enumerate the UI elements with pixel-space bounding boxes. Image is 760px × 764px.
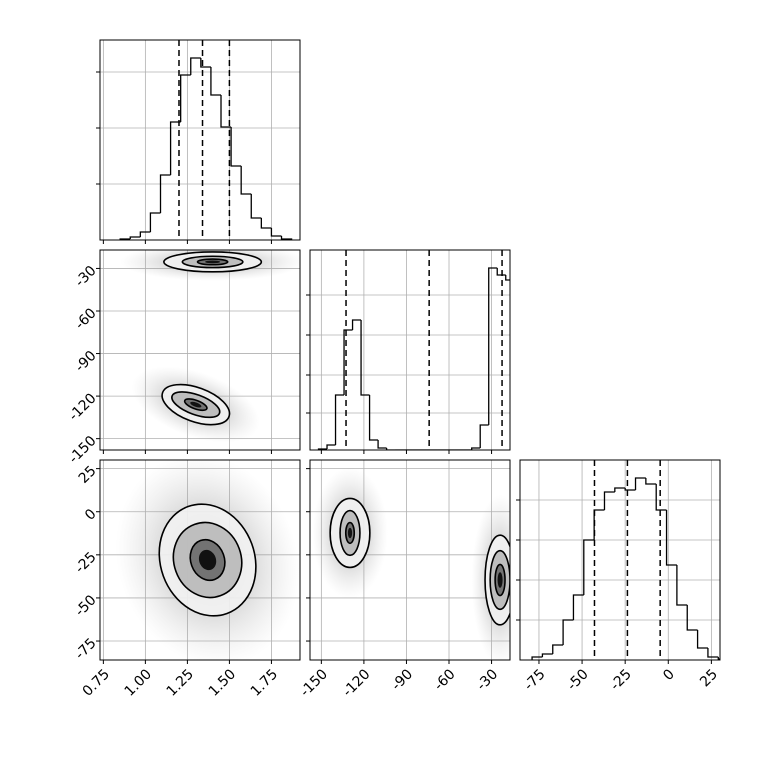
x-tick-label: 0.75 xyxy=(80,666,113,699)
density-core xyxy=(497,572,503,588)
hist-step xyxy=(634,477,646,490)
hist-step xyxy=(260,218,272,229)
hist-step xyxy=(676,565,688,606)
y-tick-label: -30 xyxy=(72,263,99,290)
x-tick-label: -75 xyxy=(521,666,548,693)
y-tick-label: -75 xyxy=(72,635,99,662)
hist-step xyxy=(541,653,553,657)
hist-step xyxy=(326,444,336,449)
hist-step xyxy=(655,484,667,511)
panel xyxy=(310,250,510,450)
panel xyxy=(100,250,300,450)
hist-step xyxy=(496,268,506,276)
hist-step xyxy=(696,630,708,649)
hist-step xyxy=(159,174,171,213)
hist-step xyxy=(583,539,595,595)
x-tick-label: 0 xyxy=(660,666,678,684)
hist-step xyxy=(180,74,191,122)
x-tick-label: -90 xyxy=(389,666,416,693)
x-tick-label: -60 xyxy=(431,666,458,693)
hist-step xyxy=(614,487,626,492)
hist-step xyxy=(250,194,262,219)
hist-step xyxy=(531,656,543,660)
hist-step xyxy=(645,478,657,485)
panel-frame xyxy=(99,249,301,451)
hist-step xyxy=(665,510,677,566)
panel-frame xyxy=(99,39,301,241)
hist-step xyxy=(377,440,387,449)
hist-step xyxy=(210,67,222,96)
hist-step xyxy=(220,95,232,128)
hist-step xyxy=(190,57,201,75)
hist-step xyxy=(360,320,370,396)
hist-step xyxy=(169,121,181,175)
x-tick-label: 1.00 xyxy=(122,666,155,699)
density-core xyxy=(205,260,221,264)
panel-frame xyxy=(99,459,301,661)
panel-frame xyxy=(309,249,511,451)
y-tick-label: -120 xyxy=(66,390,100,424)
hist-step xyxy=(200,58,211,68)
hist-step xyxy=(603,491,615,510)
hist-step xyxy=(230,127,242,167)
panel-frame xyxy=(519,459,721,661)
y-tick-label: -60 xyxy=(72,305,99,332)
hist-step xyxy=(270,228,282,237)
x-tick-label: 1.75 xyxy=(248,666,281,699)
x-tick-label: 25 xyxy=(697,666,721,690)
hist-step xyxy=(624,488,636,491)
y-tick-label: 25 xyxy=(76,463,100,487)
y-tick-label: -50 xyxy=(72,592,99,619)
density-core xyxy=(347,527,353,539)
hist-step xyxy=(717,657,720,660)
hist-step xyxy=(334,394,345,445)
x-tick-label: -120 xyxy=(340,666,374,700)
hist-step xyxy=(385,448,396,450)
hist-step xyxy=(129,236,141,239)
hist-step xyxy=(562,619,574,645)
panel-frame xyxy=(309,459,511,661)
x-tick-label: 1.25 xyxy=(164,666,197,699)
panel xyxy=(100,40,300,240)
hist-step xyxy=(351,319,362,330)
hist-step xyxy=(686,605,698,631)
hist-step xyxy=(552,644,564,654)
density-core xyxy=(190,401,202,408)
y-tick-label: 0 xyxy=(82,506,100,524)
hist-step xyxy=(572,594,584,620)
hist-step xyxy=(471,447,481,450)
panel xyxy=(100,460,300,660)
x-tick-label: -50 xyxy=(564,666,591,693)
hist-step xyxy=(479,424,489,448)
density-core xyxy=(198,549,217,571)
y-tick-label: -150 xyxy=(66,433,100,467)
y-tick-label: -90 xyxy=(72,348,99,375)
hist-step xyxy=(593,509,605,540)
panel xyxy=(310,460,510,660)
hist-step xyxy=(149,212,161,232)
hist-step xyxy=(707,648,719,658)
hist-step xyxy=(139,231,151,237)
x-tick-label: -30 xyxy=(474,666,501,693)
hist-step xyxy=(505,275,510,281)
hist-step xyxy=(488,267,498,425)
y-tick-label: -25 xyxy=(72,549,99,576)
hist-step xyxy=(368,395,379,441)
hist-step xyxy=(343,329,353,395)
panel xyxy=(520,460,720,660)
hist-step xyxy=(240,166,252,195)
hist-step xyxy=(280,236,293,240)
x-tick-label: -25 xyxy=(607,666,634,693)
x-tick-label: -150 xyxy=(297,666,331,700)
x-tick-label: 1.50 xyxy=(206,666,239,699)
